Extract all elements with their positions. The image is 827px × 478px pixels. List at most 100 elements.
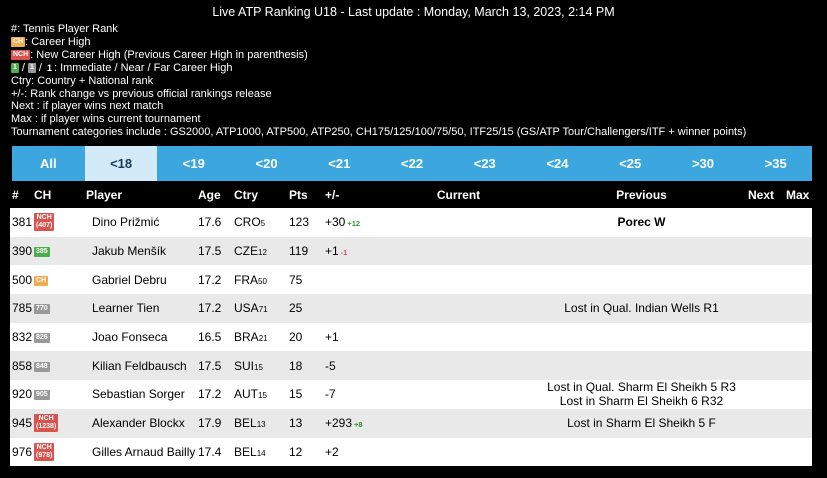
player-name: Alexander Blockx	[92, 416, 185, 431]
max	[784, 294, 812, 323]
player-row: 832 826 Joao Fonseca 16.5 BRA21 20 +1	[10, 322, 812, 352]
age-tab[interactable]: <19	[182, 156, 205, 171]
current	[380, 351, 535, 380]
legend-line: Max : if player wins current tournament	[11, 113, 746, 126]
badge-text: 905	[36, 391, 48, 399]
career-high: 905	[32, 380, 84, 409]
rank-change	[323, 265, 380, 294]
career-high: 385	[32, 237, 84, 266]
country-code: BEL	[234, 444, 257, 459]
player-row: 858 848 Kilian Feldbausch 17.5 SUI15 18 -5	[10, 351, 812, 381]
max	[784, 380, 812, 409]
player-name: Gilles Arnaud Bailly	[92, 444, 196, 459]
points: 25	[289, 301, 303, 316]
country-code: CRO	[234, 215, 261, 230]
badge-text: NCH	[36, 443, 52, 451]
rank-change: +1	[323, 323, 380, 352]
rank-change: -5	[323, 351, 380, 380]
column-header: Ctry	[234, 187, 259, 202]
rank-change: +2	[323, 438, 380, 467]
legend-badge: 1	[11, 62, 19, 73]
table-body: 381 NCH (407) Dino Prižmić 17.6 CRO5 123 +30 +12…	[10, 208, 812, 467]
badge-text: 848	[36, 362, 48, 370]
badge-text: 385	[36, 247, 48, 255]
career-high: 848	[32, 351, 84, 380]
country: FRA50	[232, 265, 287, 294]
legend-line: CH: Career High	[11, 36, 746, 49]
points: 119	[289, 244, 309, 259]
career-high: NCH (978)	[32, 438, 84, 467]
player-name: Joao Fonseca	[92, 330, 168, 345]
rank: 920	[12, 387, 33, 402]
age: 16.5	[198, 330, 222, 345]
badge-text: CH	[36, 276, 47, 284]
career-high: CH	[32, 265, 84, 294]
age: 17.9	[198, 416, 222, 431]
age-tab[interactable]: <20	[255, 156, 278, 171]
legend-separator: /	[21, 61, 25, 74]
legend-separator: /	[38, 61, 42, 74]
badge-text: NCH	[36, 214, 52, 222]
previous-result: Lost in Sharm El Sheikh 5 F	[567, 416, 716, 431]
age: 17.2	[198, 272, 222, 287]
legend-text: : New Career High (Previous Career High …	[30, 48, 308, 61]
rank-change	[323, 294, 380, 323]
age-tab[interactable]: <18	[84, 146, 158, 181]
age: 17.4	[198, 444, 222, 459]
age-tab[interactable]: >30	[691, 156, 714, 171]
badge-sub: (407)	[36, 222, 53, 230]
career-high: NCH (407)	[32, 208, 84, 237]
country-code: BEL	[234, 416, 257, 431]
points: 12	[289, 444, 303, 459]
age-tab[interactable]: >35	[764, 156, 787, 171]
age-tab[interactable]: <21	[328, 156, 351, 171]
career-high: 826	[32, 323, 84, 352]
badge-text: NCH	[38, 415, 54, 423]
current	[380, 294, 535, 323]
previous-result: Lost in Qual. Indian Wells R1	[564, 301, 719, 316]
age: 17.2	[198, 387, 222, 402]
rank: 785	[12, 301, 33, 316]
rank-change: +30 +12	[323, 208, 380, 237]
player-name: Learner Tien	[92, 301, 160, 316]
legend-badge: CH	[11, 37, 26, 47]
age-tab[interactable]: <23	[473, 156, 496, 171]
career-high-badge: NCH (978)	[34, 442, 55, 461]
age-tab[interactable]: <25	[619, 156, 642, 171]
next	[746, 294, 784, 323]
legend-text: +/-: Rank change vs previous official ra…	[11, 87, 272, 100]
national-rank: 13	[256, 420, 266, 430]
player-name: Jakub Menšík	[92, 244, 167, 259]
player-row: 500 CH Gabriel Debru 17.2 FRA50 75	[10, 265, 812, 295]
player-row: 945 NCH (1238) Alexander Blockx 17.9 BEL13 13 +…	[10, 408, 812, 438]
rank-change-sub: +12	[347, 219, 361, 229]
age-tab[interactable]: All	[40, 156, 57, 171]
points: 13	[289, 416, 303, 431]
rank-change: +293 +8	[323, 409, 380, 438]
column-header: Pts	[289, 187, 308, 202]
age: 17.2	[198, 301, 222, 316]
legend-line: #: Tennis Player Rank	[11, 23, 746, 36]
previous	[535, 323, 746, 352]
national-rank: 14	[256, 448, 266, 458]
player-name: Kilian Feldbausch	[92, 358, 187, 373]
career-high: NCH (1238)	[32, 409, 84, 438]
rank: 832	[12, 330, 33, 345]
rank-change-value: +1	[325, 330, 339, 345]
next	[746, 265, 784, 294]
national-rank: 5	[260, 219, 266, 229]
age-tab[interactable]: <22	[401, 156, 424, 171]
badge-sub: (978)	[36, 451, 53, 459]
column-header: #	[12, 187, 19, 202]
points: 18	[289, 358, 303, 373]
legend-line: Next : if player wins next match	[11, 100, 746, 113]
column-header: Age	[198, 187, 221, 202]
legend-text: : Career High	[25, 35, 91, 48]
age-tab[interactable]: <24	[546, 156, 569, 171]
next	[746, 438, 784, 467]
career-high-badge: CH	[34, 275, 49, 286]
legend-line: NCH: New Career High (Previous Career Hi…	[11, 49, 746, 62]
column-header: Previous	[616, 187, 667, 202]
country-code: USA	[234, 301, 259, 316]
